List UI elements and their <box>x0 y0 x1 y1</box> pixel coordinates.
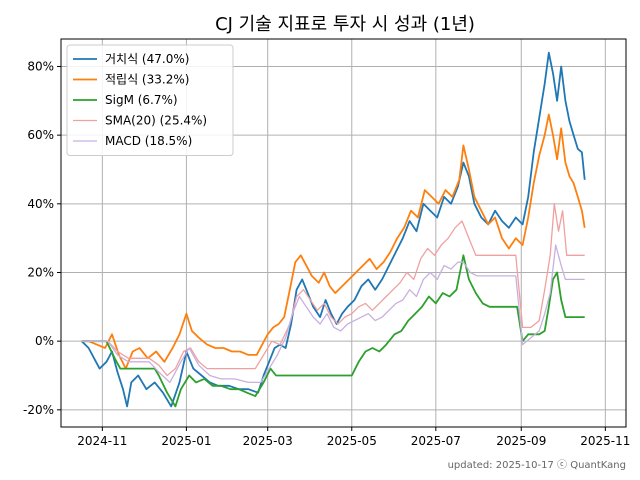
y-tick-label: 20% <box>27 265 54 279</box>
legend-label: SMA(20) (25.4%) <box>105 114 207 128</box>
legend-label: 적립식 (33.2%) <box>105 73 189 87</box>
axes: 2024-11 2025-01 2025-03 2025-05 2025-07 2025-… <box>23 59 630 448</box>
x-tick-label: 2025-05 <box>327 434 377 448</box>
series-line-3 <box>81 254 585 408</box>
series-layer <box>81 51 586 408</box>
y-tick-label: 60% <box>27 128 54 142</box>
chart-title: CJ 기술 지표로 투자 시 성과 (1년) <box>215 14 475 35</box>
series-line-4 <box>81 203 585 377</box>
plot-frame <box>60 38 627 428</box>
x-tick-label: 2025-03 <box>243 434 293 448</box>
legend-label: SigM (6.7%) <box>105 93 178 107</box>
x-tick-label: 2024-11 <box>77 434 127 448</box>
series-line-1 <box>81 51 586 408</box>
y-tick-label: -20% <box>23 403 54 417</box>
series-line-2 <box>81 113 586 370</box>
x-tick-label: 2025-11 <box>580 434 630 448</box>
series-line-5 <box>81 244 585 384</box>
legend-label: MACD (18.5%) <box>105 134 192 148</box>
footer-note: updated: 2025-10-17 ⓒ QuantKang <box>448 459 626 471</box>
legend: 거치식 (47.0%) 적립식 (33.2%) SigM (6.7%) SMA(20)… <box>66 44 234 156</box>
legend-label: 거치식 (47.0%) <box>105 52 189 66</box>
x-tick-label: 2025-09 <box>496 434 546 448</box>
x-tick-label: 2025-01 <box>161 434 211 448</box>
y-tick-label: 80% <box>27 59 54 73</box>
y-tick-label: 40% <box>27 197 54 211</box>
x-tick-label: 2025-07 <box>411 434 461 448</box>
y-tick-label: 0% <box>35 334 54 348</box>
legend-box <box>66 44 234 156</box>
